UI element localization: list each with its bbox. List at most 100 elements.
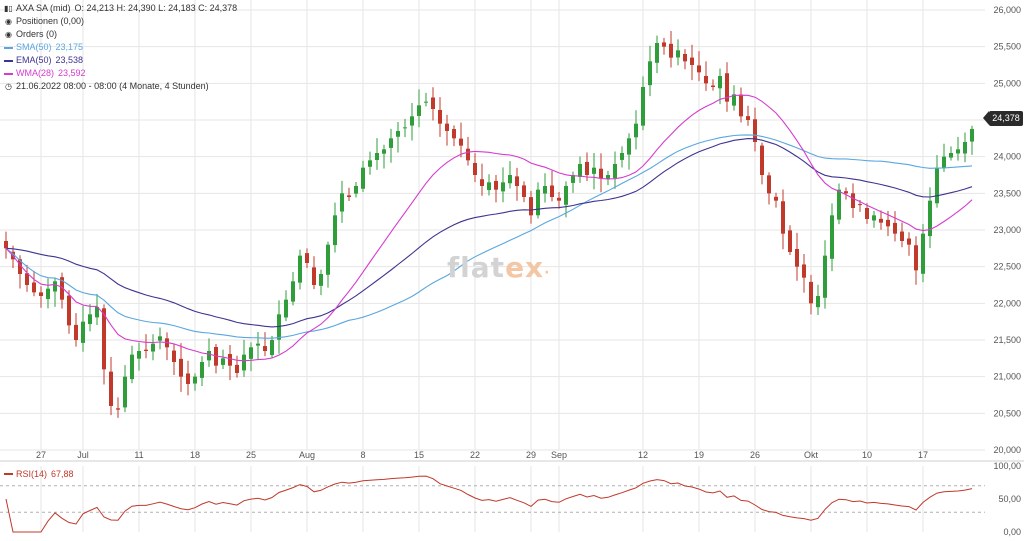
candle (746, 105, 750, 126)
candle (494, 174, 498, 203)
candle-body (837, 189, 841, 220)
candle-body (389, 138, 393, 148)
y-tick-label: 25,500 (993, 42, 1021, 52)
candle (158, 327, 162, 350)
candle (39, 286, 43, 308)
candle (508, 161, 512, 189)
candle-body (53, 281, 57, 292)
candle (151, 334, 155, 361)
period-row[interactable]: ◷ 21.06.2022 08:00 - 08:00 (4 Monate, 4 … (4, 80, 237, 93)
candle-body (956, 149, 960, 154)
candle (725, 62, 729, 112)
candle (256, 332, 260, 361)
candle-body (711, 85, 715, 87)
candle (200, 356, 204, 387)
candle (578, 156, 582, 183)
candle-body (25, 273, 29, 285)
indicator-lines (5, 94, 973, 362)
candle (844, 187, 848, 200)
candle (445, 114, 449, 146)
candle-body (480, 179, 484, 186)
orders-label: Orders (0) (16, 29, 58, 39)
period-label: 21.06.2022 08:00 - 08:00 (4 Monate, 4 St… (16, 81, 209, 91)
candle-body (256, 343, 260, 346)
y-tick-label: 24,000 (993, 152, 1021, 162)
x-tick-label: 12 (638, 450, 648, 460)
candle (375, 138, 379, 170)
candle-body (865, 208, 869, 219)
legend-wma[interactable]: WMA(28) 23,592 (4, 67, 237, 80)
candle-body (200, 362, 204, 378)
candle (774, 192, 778, 208)
candle-body (669, 43, 673, 58)
x-tick-label: 11 (134, 450, 143, 460)
x-tick-label: 8 (360, 450, 365, 460)
candle-body (802, 264, 806, 278)
candle-body (970, 128, 974, 142)
last-price-tag: 24,378 (983, 111, 1023, 126)
candle (599, 153, 603, 193)
candle-body (585, 161, 589, 175)
candle-body (816, 296, 820, 308)
candle (487, 174, 491, 196)
instrument-row[interactable]: ▮▯ AXA SA (mid) O: 24,213 H: 24,390 L: 2… (4, 2, 237, 15)
candle-body (515, 176, 519, 186)
candle-body (39, 292, 43, 296)
candle (214, 343, 218, 374)
candle (522, 181, 526, 203)
price-axis[interactable]: 20,000 20,500 21,000 21,500 22,000 22,500 23,0… (993, 5, 1021, 455)
candle-body (221, 358, 225, 365)
candle (592, 153, 596, 190)
candle (697, 51, 701, 82)
rsi-line (5, 475, 973, 533)
candle (851, 183, 855, 218)
watermark-text-1: flat (447, 251, 506, 284)
clock-icon: ◷ (5, 82, 12, 91)
candle (879, 210, 883, 230)
candle (137, 342, 141, 371)
candle (326, 241, 330, 288)
positions-row[interactable]: ◉ Positionen (0,00) (4, 15, 237, 28)
y-tick-label: 22,500 (993, 262, 1021, 272)
candle (53, 277, 57, 307)
time-axis[interactable]: 27 Jul 11 18 25 Aug 8 15 22 29 Sep 12 19 26 Okt 10 17 (36, 450, 928, 460)
candle (739, 87, 743, 123)
x-tick-label: 29 (526, 450, 536, 460)
rsi-tick-label: 100,00 (993, 461, 1021, 471)
candle (480, 163, 484, 196)
candle-body (46, 288, 50, 300)
candle (417, 89, 421, 128)
legend-sma[interactable]: SMA(50) 23,175 (4, 41, 237, 54)
candle-body (746, 116, 750, 120)
candle-body (228, 354, 232, 366)
candle-body (431, 97, 435, 109)
candle-body (697, 65, 701, 73)
sma-name: SMA(50) (16, 42, 52, 52)
candle (291, 271, 295, 306)
candle (207, 338, 211, 367)
y-tick-label: 21,000 (993, 372, 1021, 382)
candle-body (907, 238, 911, 245)
instrument-name: AXA SA (mid) (16, 3, 71, 13)
rsi-legend[interactable]: RSI(14) 67,88 (4, 469, 74, 479)
candle-body (886, 219, 890, 227)
candle (403, 118, 407, 138)
candle-body (151, 343, 155, 352)
x-tick-label: 22 (470, 450, 480, 460)
candle (340, 180, 344, 223)
orders-row[interactable]: ◉ Orders (0) (4, 28, 237, 41)
candle (60, 272, 64, 309)
ohlc-values: O: 24,213 H: 24,390 L: 24,183 C: 24,378 (74, 3, 238, 13)
candle (837, 183, 841, 225)
candle (704, 61, 708, 91)
candle (81, 305, 85, 352)
legend-ema[interactable]: EMA(50) 23,538 (4, 54, 237, 67)
candle-body (914, 245, 918, 271)
candle (242, 339, 246, 377)
candle (438, 97, 442, 137)
candle-body (662, 42, 666, 47)
candle-body (137, 351, 141, 359)
candle (816, 284, 820, 316)
